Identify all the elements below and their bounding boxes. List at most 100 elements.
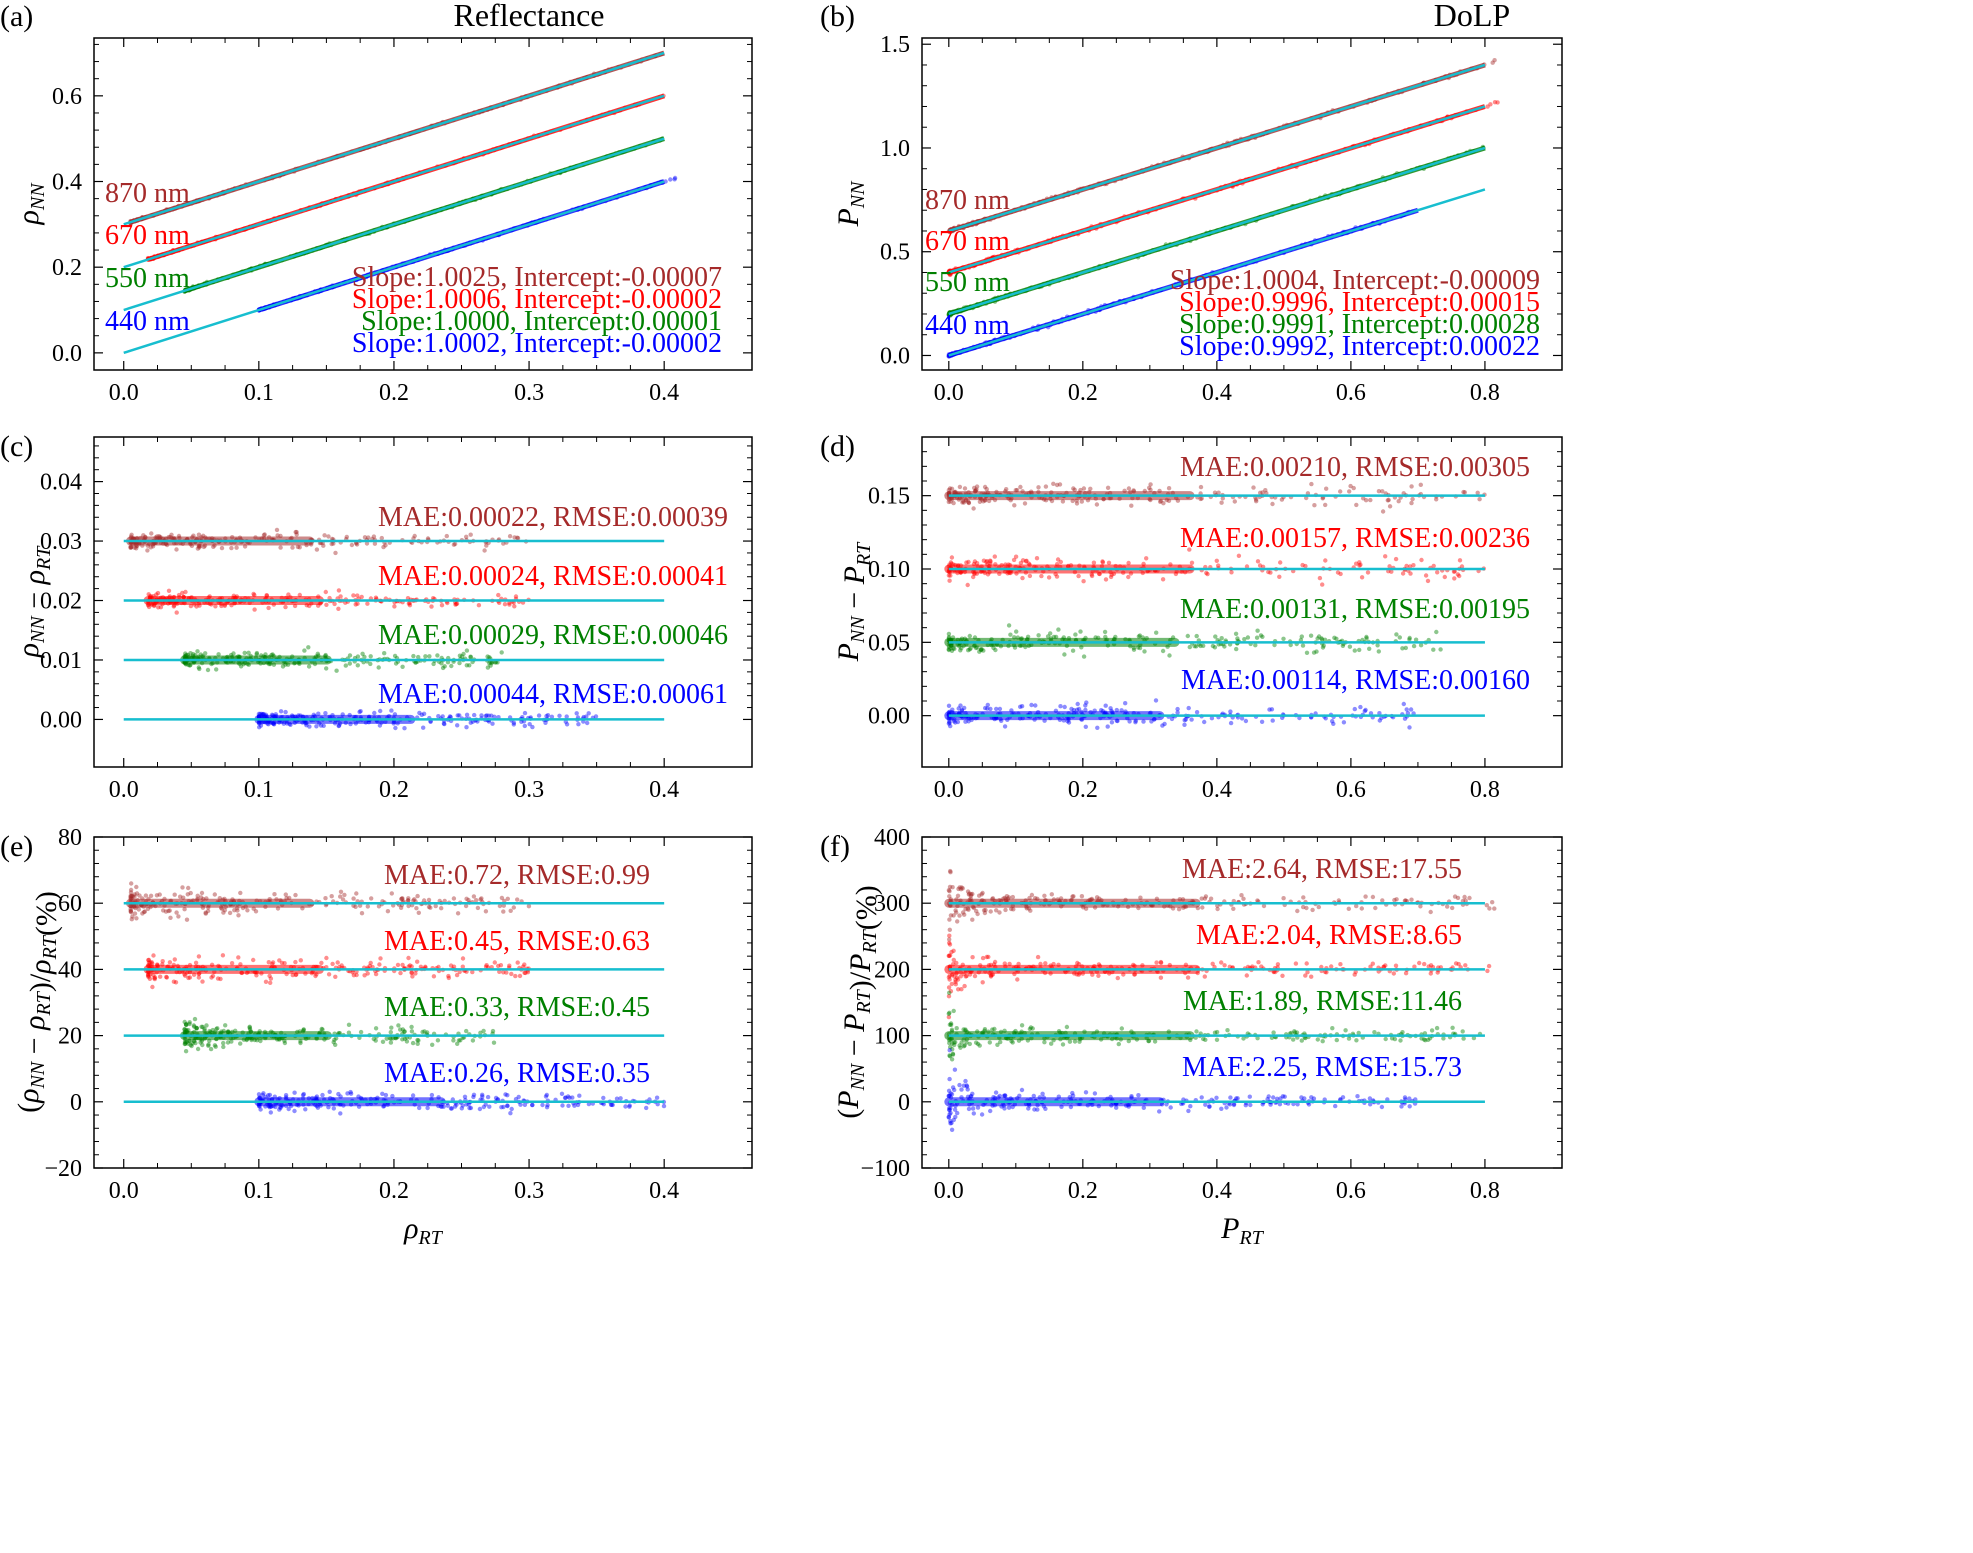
data-point [974, 561, 980, 566]
data-point [1338, 489, 1343, 494]
data-point [163, 909, 169, 914]
data-point [1407, 637, 1412, 642]
data-point [411, 536, 416, 541]
data-point [368, 654, 373, 659]
data-point [452, 541, 458, 547]
data-point [1368, 711, 1374, 716]
data-point [235, 908, 240, 913]
data-point [1461, 489, 1466, 495]
data-point [134, 891, 140, 896]
data-point [444, 533, 449, 539]
data-point [1071, 486, 1076, 491]
data-point [203, 910, 208, 915]
data-point [196, 975, 202, 980]
data-point [1202, 719, 1207, 725]
data-point [1418, 482, 1424, 487]
data-point [332, 601, 337, 607]
data-point [1394, 632, 1399, 637]
data-point [1407, 564, 1413, 569]
data-point [455, 911, 461, 916]
data-point [1057, 482, 1063, 487]
data-point [275, 533, 280, 538]
data-point [455, 723, 460, 728]
data-point [1235, 636, 1240, 641]
data-point [129, 881, 134, 886]
data-point [145, 906, 151, 912]
data-point [203, 911, 208, 916]
data-point [1051, 481, 1056, 486]
data-point [457, 660, 462, 666]
data-point [406, 601, 412, 606]
data-point [507, 600, 512, 606]
data-point [166, 908, 171, 914]
data-point [278, 709, 284, 714]
data-point [1062, 652, 1067, 657]
data-point [416, 910, 421, 915]
data-point [1316, 634, 1322, 639]
data-point [460, 964, 465, 969]
data-point [1410, 496, 1415, 502]
data-point [1435, 570, 1440, 575]
stats-annotation-550: Slope:0.9991, Intercept:0.00028 [1179, 309, 1540, 340]
data-point [1387, 564, 1392, 569]
data-point [323, 896, 328, 901]
x-tick-label: 0.6 [1336, 380, 1366, 406]
data-point [1014, 629, 1019, 634]
data-point [433, 903, 438, 909]
data-point [1258, 490, 1263, 495]
y-tick-label: 0.00 [868, 704, 910, 730]
data-point [326, 534, 331, 539]
data-point [140, 911, 145, 916]
data-point [406, 955, 411, 961]
data-point [355, 663, 360, 668]
data-point [948, 646, 953, 651]
data-point [948, 573, 953, 578]
data-point [1070, 648, 1076, 653]
data-point [1158, 499, 1163, 504]
data-point [152, 975, 157, 981]
data-point [1102, 629, 1108, 635]
data-point [1418, 643, 1424, 648]
data-point [353, 602, 358, 607]
data-point [379, 535, 384, 541]
data-point [400, 664, 405, 669]
data-point [1161, 501, 1166, 506]
data-point [467, 663, 472, 668]
reference-line-870 [123, 51, 665, 226]
data-point [1024, 558, 1029, 563]
data-point [1300, 643, 1306, 648]
data-point [149, 960, 154, 965]
data-point [521, 964, 526, 969]
data-point [323, 711, 328, 716]
data-point [501, 903, 506, 908]
data-point [1324, 486, 1329, 491]
data-point [236, 955, 241, 960]
data-point [1442, 574, 1448, 580]
data-point [474, 898, 479, 903]
data-point [466, 897, 471, 903]
data-point [1006, 623, 1012, 628]
data-point [257, 725, 262, 730]
axes-frame [921, 436, 1563, 768]
data-point [1348, 483, 1353, 489]
data-point [141, 909, 147, 915]
data-point [1133, 720, 1138, 725]
y-tick-label: 0.4 [52, 170, 82, 196]
data-point [169, 532, 174, 537]
data-point [457, 653, 463, 658]
data-point [304, 723, 309, 728]
reference-line-550 [123, 137, 665, 312]
data-point [167, 960, 173, 965]
data-point [1352, 648, 1358, 653]
data-point [498, 963, 504, 968]
panel-letter: (c) [0, 430, 33, 463]
data-point [482, 548, 487, 553]
data-point [128, 545, 133, 550]
data-point [253, 909, 259, 914]
data-point [129, 894, 134, 899]
panel-letter: (a) [0, 0, 33, 33]
data-point [252, 607, 257, 612]
data-point [183, 589, 188, 595]
x-tick-label: 0.6 [1336, 777, 1366, 803]
